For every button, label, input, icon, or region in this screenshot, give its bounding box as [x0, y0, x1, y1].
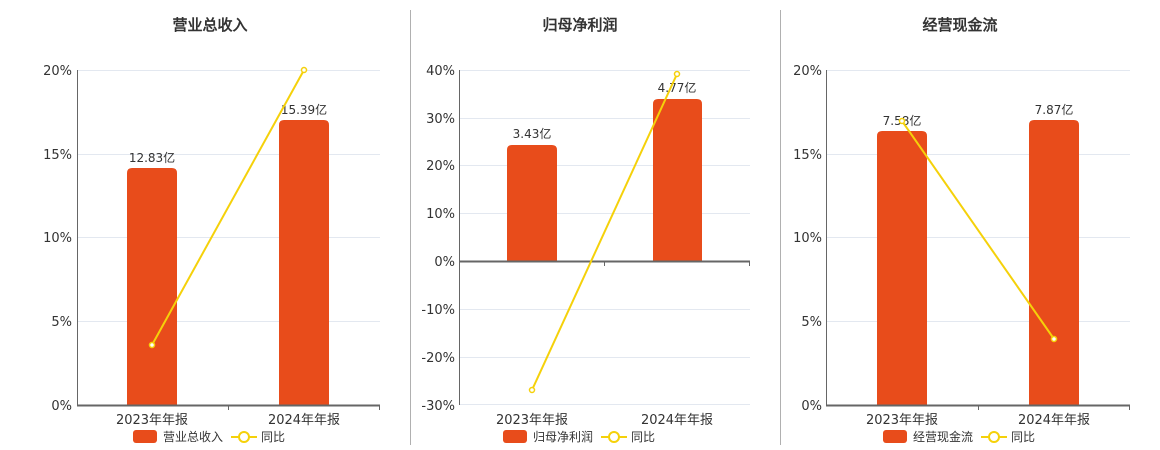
line-legend-icon[interactable] [231, 430, 258, 444]
line-point[interactable] [148, 341, 156, 349]
svg-text:0%: 0% [51, 399, 72, 414]
svg-text:40%: 40% [426, 64, 455, 79]
line-point[interactable] [673, 70, 681, 78]
panel-divider [410, 10, 411, 445]
line-series-yoy [148, 66, 308, 349]
bar-2024[interactable] [653, 99, 702, 261]
svg-text:5%: 5% [801, 315, 822, 330]
x-axis-labels: 2023年年报 2024年年报 [866, 413, 1090, 428]
bars [127, 120, 329, 405]
svg-text:2024年年报: 2024年年报 [641, 413, 713, 428]
x-axis-labels: 2023年年报 2024年年报 [496, 413, 713, 428]
svg-text:30%: 30% [426, 112, 455, 127]
chart-title: 归母净利润 [542, 16, 618, 34]
y-axis-labels: 20% 15% 10% 5% 0% [793, 64, 822, 414]
bar-2023[interactable] [127, 168, 177, 405]
bar-2024[interactable] [279, 120, 329, 405]
bar-legend-swatch[interactable] [883, 430, 907, 443]
svg-text:2023年年报: 2023年年报 [116, 413, 188, 428]
svg-text:12.83亿: 12.83亿 [129, 150, 175, 165]
svg-text:2023年年报: 2023年年报 [866, 413, 938, 428]
svg-text:15.39亿: 15.39亿 [281, 102, 327, 117]
bar-2024[interactable] [1029, 120, 1079, 405]
svg-text:15%: 15% [793, 148, 822, 163]
svg-text:10%: 10% [793, 231, 822, 246]
svg-text:-20%: -20% [421, 351, 455, 366]
panel-divider [780, 10, 781, 445]
svg-text:4.77亿: 4.77亿 [658, 80, 697, 95]
line-legend-icon[interactable] [981, 430, 1008, 444]
svg-text:20%: 20% [793, 64, 822, 79]
line-legend-label[interactable]: 同比 [1011, 430, 1036, 444]
bar-2023[interactable] [507, 145, 557, 261]
bars [507, 99, 702, 261]
y-axis-labels: 20% 15% 10% 5% 0% [43, 64, 72, 414]
svg-text:10%: 10% [43, 231, 72, 246]
bar-labels: 12.83亿 15.39亿 [129, 102, 327, 165]
x-axis-labels: 2023年年报 2024年年报 [116, 413, 340, 428]
svg-text:7.87亿: 7.87亿 [1035, 102, 1074, 117]
svg-text:20%: 20% [426, 159, 455, 174]
line-series-yoy [528, 70, 681, 394]
svg-text:2024年年报: 2024年年报 [268, 413, 340, 428]
line-point[interactable] [300, 66, 308, 74]
chart-title: 经营现金流 [922, 16, 998, 34]
line-legend-label[interactable]: 同比 [631, 430, 656, 444]
svg-text:2023年年报: 2023年年报 [496, 413, 568, 428]
line-point[interactable] [1050, 335, 1058, 343]
chart-plot: 20% 15% 10% 5% 0% 12.83亿 15.39亿 2023年年报 … [43, 64, 380, 428]
line-point[interactable] [528, 386, 536, 394]
line-legend-label[interactable]: 同比 [261, 430, 286, 444]
svg-text:15%: 15% [43, 148, 72, 163]
svg-text:2024年年报: 2024年年报 [1018, 413, 1090, 428]
y-axis-labels: 40% 30% 20% 10% 0% -10% -20% -30% [421, 64, 455, 414]
bar-legend-label[interactable]: 归母净利润 [533, 430, 594, 444]
svg-text:0%: 0% [801, 399, 822, 414]
chart-legend: 营业总收入 同比 [133, 428, 285, 445]
svg-text:5%: 5% [51, 315, 72, 330]
bar-legend-label[interactable]: 营业总收入 [163, 430, 224, 444]
bar-2023[interactable] [877, 131, 927, 405]
svg-text:10%: 10% [426, 207, 455, 222]
svg-text:-10%: -10% [421, 303, 455, 318]
line-point[interactable] [898, 117, 906, 125]
bars [877, 120, 1079, 405]
chart-legend: 经营现金流 同比 [883, 428, 1035, 445]
bar-labels: 3.43亿 4.77亿 [513, 80, 697, 141]
bar-legend-swatch[interactable] [133, 430, 157, 443]
bar-legend-swatch[interactable] [503, 430, 527, 443]
grid-lines [827, 70, 1130, 322]
svg-text:-30%: -30% [421, 399, 455, 414]
chart-legend: 归母净利润 同比 [503, 428, 655, 445]
svg-text:3.43亿: 3.43亿 [513, 126, 552, 141]
svg-text:20%: 20% [43, 64, 72, 79]
line-series-yoy [898, 117, 1058, 343]
line-legend-icon[interactable] [601, 430, 628, 444]
bar-legend-label[interactable]: 经营现金流 [913, 430, 974, 444]
chart-title: 营业总收入 [172, 16, 248, 34]
chart-panel-revenue: 营业总收入 20% 15% 10% 5% 0% 12.83亿 15.39亿 [0, 0, 400, 450]
svg-text:0%: 0% [434, 255, 455, 270]
